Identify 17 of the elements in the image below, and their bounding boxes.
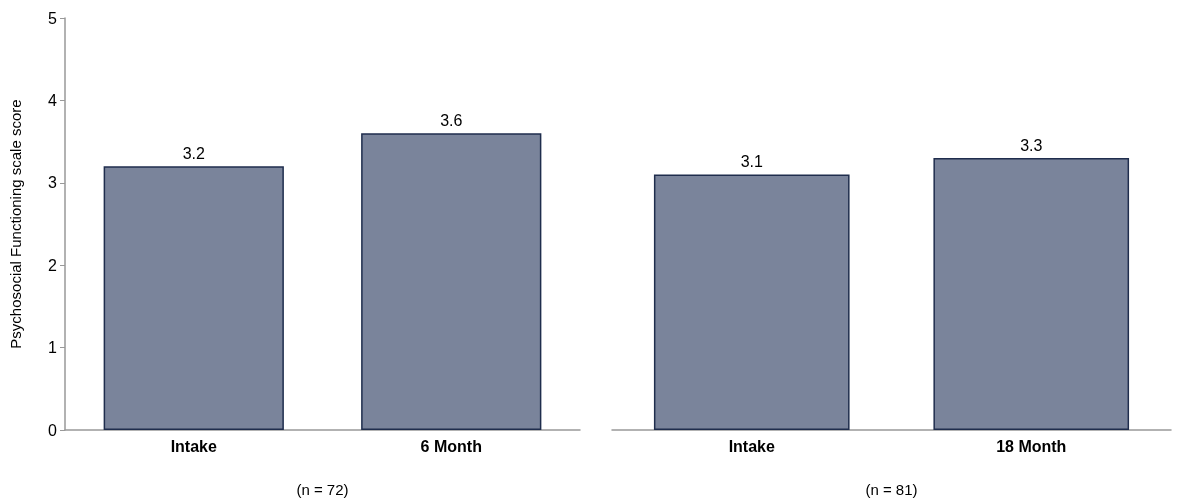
data-label: 3.3 [1020, 136, 1043, 154]
y-tick-label: 2 [48, 256, 58, 274]
x-tick-label: 18 Month [996, 437, 1067, 455]
data-label: 3.2 [182, 144, 205, 162]
y-tick-label: 3 [48, 174, 58, 192]
y-tick-label: 5 [48, 9, 58, 27]
x-tick-label: Intake [170, 437, 217, 455]
x-axis-title: (n = 72) [296, 481, 349, 498]
data-label: 3.6 [440, 111, 463, 129]
y-tick-label: 4 [48, 91, 58, 109]
data-label: 3.1 [740, 153, 763, 171]
x-axis-title: (n = 81) [865, 481, 918, 498]
y-tick-label: 1 [48, 339, 58, 357]
x-tick-label: Intake [728, 437, 775, 455]
y-axis-title: Psychosocial Functioning scale score [7, 99, 24, 349]
x-tick-label: 6 Month [420, 437, 482, 455]
y-tick-label: 0 [48, 421, 58, 439]
